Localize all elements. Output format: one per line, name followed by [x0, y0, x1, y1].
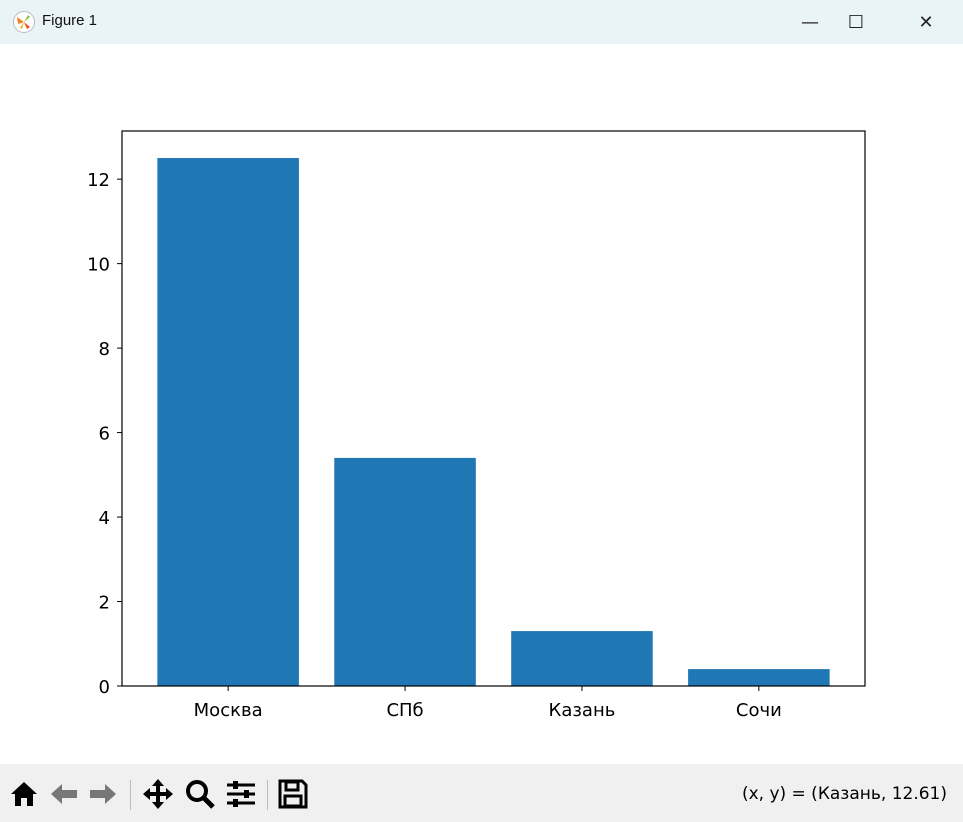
bar-0 — [157, 158, 299, 686]
title-bar: Figure 1 — ☐ ✕ — [0, 0, 963, 44]
save-icon[interactable] — [277, 778, 309, 810]
bar-1 — [334, 457, 476, 686]
x-tick-label: Сочи — [736, 700, 782, 721]
zoom-icon[interactable] — [184, 778, 216, 810]
y-tick-label: 0 — [99, 677, 110, 698]
close-button[interactable]: ✕ — [918, 11, 934, 33]
navigation-toolbar: (x, y) = (Казань, 12.61) — [0, 764, 963, 822]
cursor-coordinates: (x, y) = (Казань, 12.61) — [741, 784, 947, 804]
y-tick-label: 6 — [99, 424, 110, 445]
window-title: Figure 1 — [42, 12, 98, 29]
y-tick-label: 12 — [87, 170, 110, 191]
home-icon[interactable] — [8, 778, 40, 810]
y-tick-label: 4 — [99, 508, 110, 529]
x-tick-label: Казань — [549, 700, 616, 721]
x-tick-label: Москва — [194, 700, 263, 721]
y-tick-label: 10 — [87, 255, 110, 276]
y-tick-label: 8 — [99, 339, 110, 360]
toolbar-separator — [130, 780, 131, 810]
back-icon[interactable] — [48, 778, 80, 810]
toolbar-separator — [267, 780, 268, 810]
minimize-button[interactable]: — — [801, 11, 819, 33]
x-tick-label: СПб — [386, 700, 423, 721]
bar-chart: Москва СПб Казань Сочи 0 2 4 6 8 10 12 — [87, 130, 866, 721]
bar-2 — [511, 631, 653, 686]
y-tick-label: 2 — [99, 593, 110, 614]
forward-icon[interactable] — [87, 778, 119, 810]
maximize-button[interactable]: ☐ — [847, 11, 865, 33]
axes-frame — [121, 130, 866, 687]
figure-canvas[interactable]: Москва СПб Казань Сочи 0 2 4 6 8 10 12 — [0, 44, 963, 764]
pan-icon[interactable] — [142, 778, 174, 810]
matplotlib-logo-icon — [13, 11, 35, 33]
configure-subplots-icon[interactable] — [225, 778, 257, 810]
bar-3 — [688, 669, 830, 686]
